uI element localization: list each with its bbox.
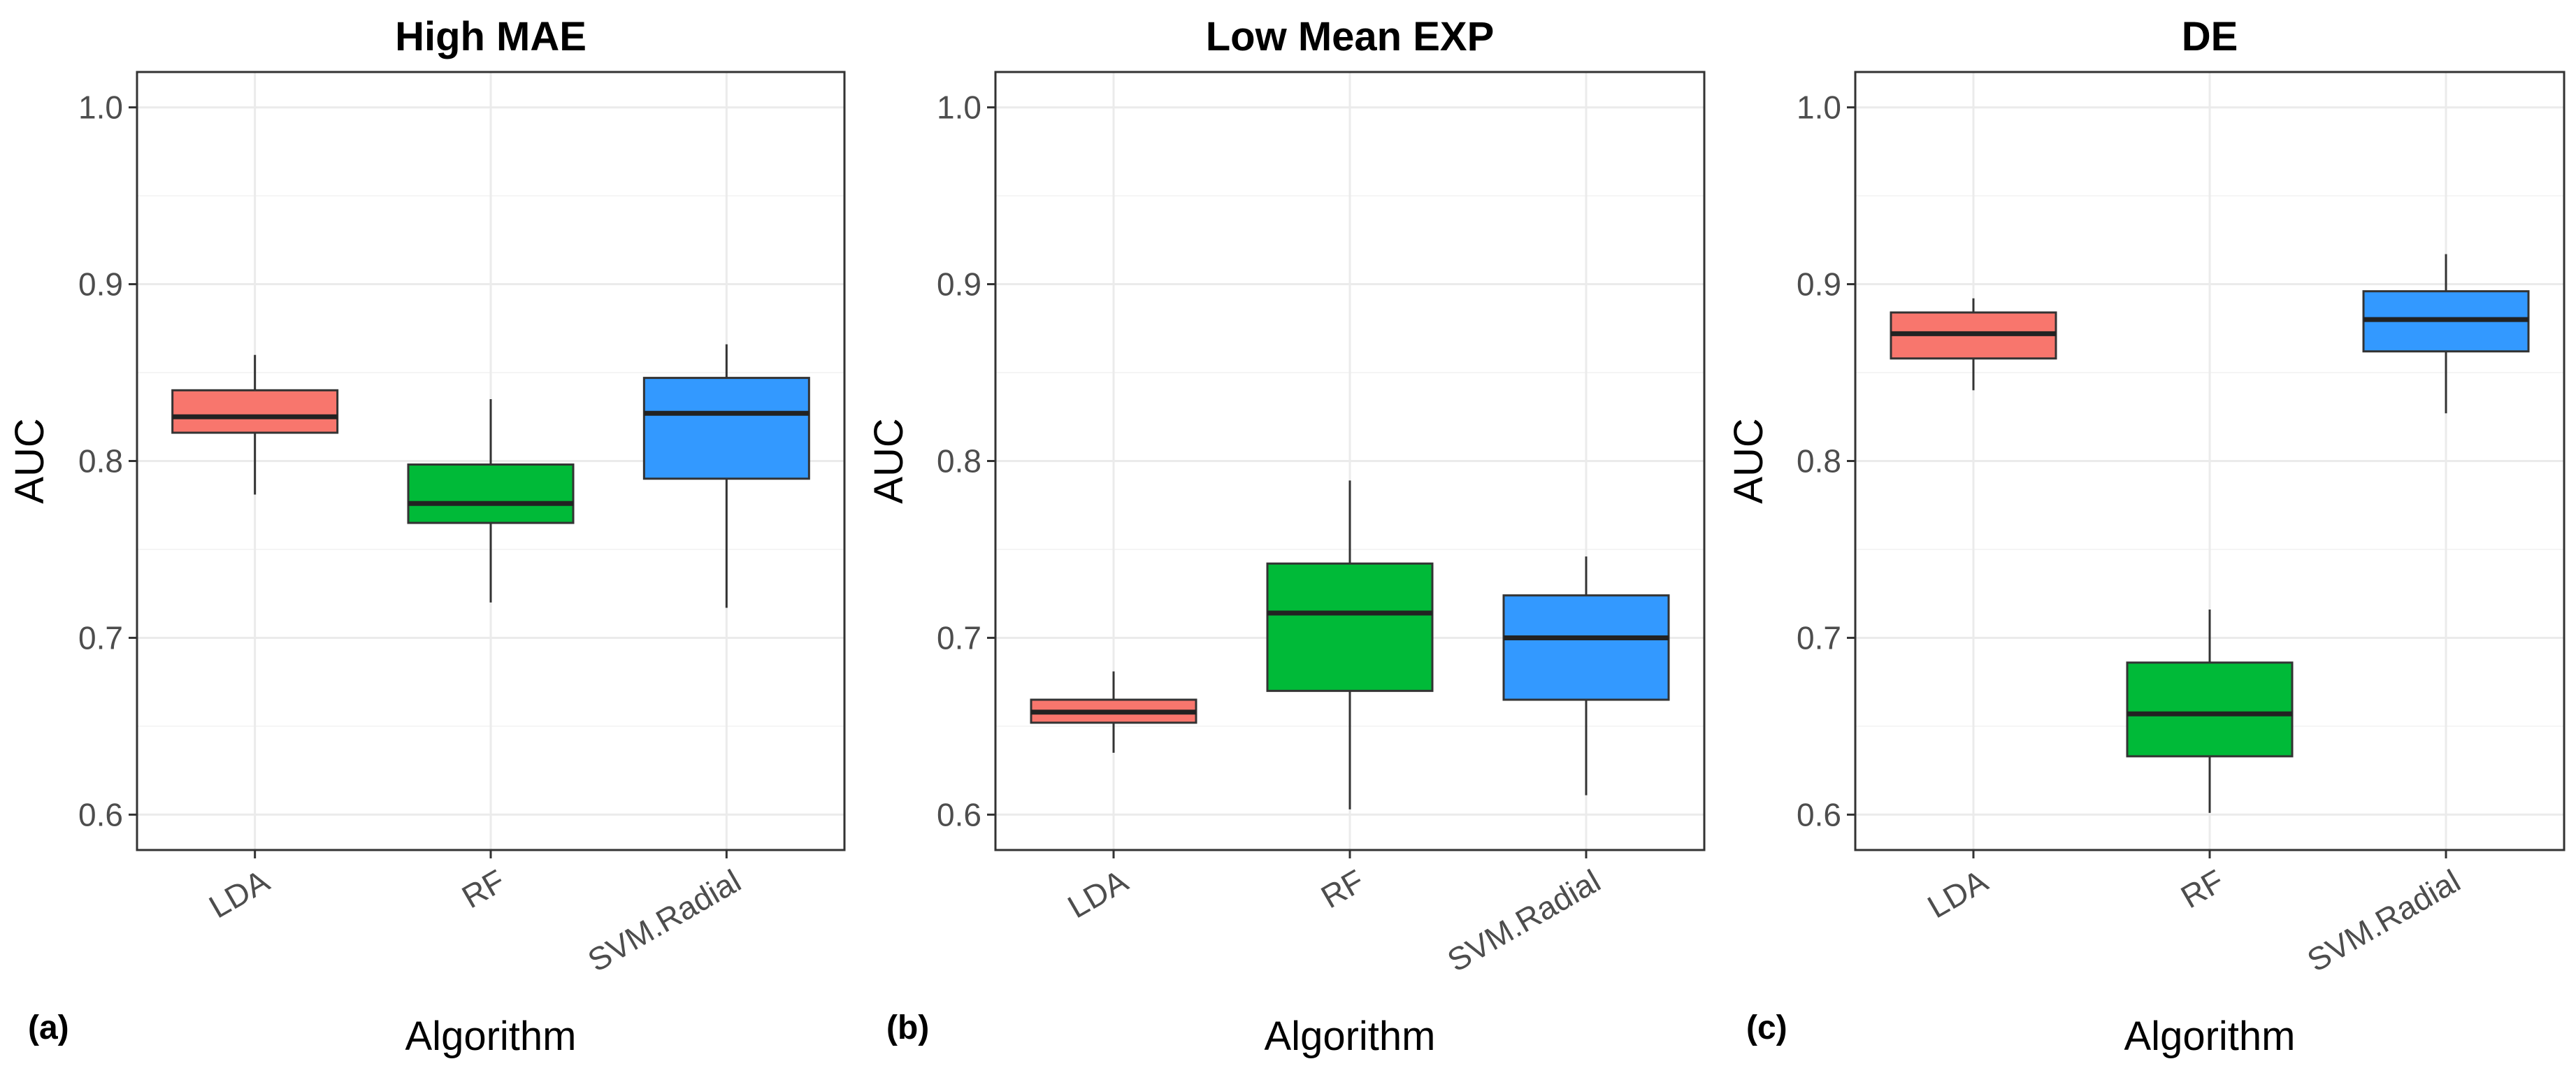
panel-title: Low Mean EXP (1206, 14, 1495, 59)
x-tick-label: RF (2175, 863, 2230, 916)
y-axis-label: AUC (7, 418, 52, 503)
y-tick-label: 0.8 (78, 443, 123, 480)
x-tick-label: LDA (1062, 862, 1135, 925)
panel-label: (b) (886, 1009, 929, 1046)
y-tick-label: 0.7 (78, 619, 123, 656)
x-tick-label: SVM.Radial (1441, 863, 1606, 979)
x-axis-label: Algorithm (2124, 1014, 2296, 1059)
y-tick-label: 1.0 (1797, 89, 1841, 126)
y-tick-label: 0.6 (937, 796, 981, 833)
x-tick-label: LDA (203, 862, 275, 925)
y-tick-label: 0.6 (78, 796, 123, 833)
y-tick-label: 1.0 (937, 89, 981, 126)
box-body (642, 377, 810, 480)
box-svm-radial (2362, 254, 2530, 414)
box-body (1502, 594, 1670, 701)
x-tick-label: LDA (1922, 862, 1994, 925)
panel-c: 0.6 0.7 0.8 0.9 1.0 LDA RF SVM.Radial DE AUC Algor… (1726, 14, 2566, 1059)
panel-a: 0.6 0.7 0.8 0.9 1.0 LDA RF SVM.Radial High MAE AU… (7, 14, 846, 1059)
x-axis-label: Algorithm (1265, 1014, 1436, 1059)
panel-b: 0.6 0.7 0.8 0.9 1.0 LDA RF SVM.Radial Low Mean E… (866, 14, 1706, 1059)
y-tick-label: 0.9 (78, 266, 123, 303)
box-body (2126, 661, 2294, 758)
box-svm-radial (642, 344, 810, 608)
y-tick-label: 0.7 (937, 619, 981, 656)
box-body (1266, 562, 1434, 692)
panel-label: (c) (1746, 1009, 1787, 1046)
box-svm-radial (1502, 556, 1670, 795)
box-rf (407, 398, 575, 603)
box-lda (1890, 298, 2057, 391)
panel-title: High MAE (395, 14, 587, 59)
box-rf (2126, 609, 2294, 813)
x-axis-label: Algorithm (405, 1014, 577, 1059)
y-tick-label: 0.7 (1797, 619, 1841, 656)
x-tick-label: SVM.Radial (2301, 863, 2466, 979)
x-tick-label: RF (1315, 863, 1370, 916)
box-body (407, 463, 575, 524)
y-axis-label: AUC (866, 418, 912, 503)
x-tick-label: RF (456, 863, 511, 916)
y-tick-label: 0.9 (937, 266, 981, 303)
y-tick-label: 0.8 (1797, 443, 1841, 480)
y-axis-label: AUC (1726, 418, 1771, 503)
panel-title: DE (2182, 14, 2238, 59)
box-rf (1266, 480, 1434, 809)
y-tick-label: 1.0 (78, 89, 123, 126)
y-tick-label: 0.6 (1797, 796, 1841, 833)
panel-label: (a) (28, 1009, 69, 1046)
x-tick-label: SVM.Radial (582, 863, 747, 979)
box-lda (1030, 671, 1197, 753)
y-tick-label: 0.9 (1797, 266, 1841, 303)
box-body (171, 389, 339, 434)
box-lda (171, 354, 339, 495)
y-tick-label: 0.8 (937, 443, 981, 480)
